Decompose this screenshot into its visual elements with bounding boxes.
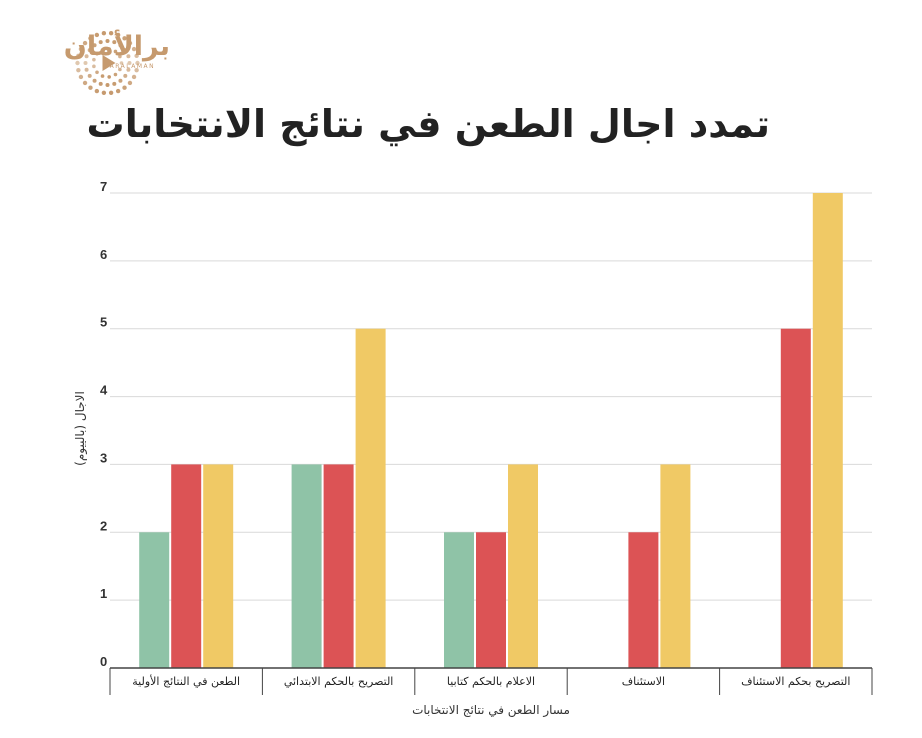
x-axis-title: مسار الطعن في نتائج الانتخابات xyxy=(412,703,570,718)
x-tick-label: التصريح بحكم الاستئناف xyxy=(741,675,850,688)
bar xyxy=(660,464,691,668)
y-tick-label: 5 xyxy=(100,315,107,330)
y-tick-label: 7 xyxy=(100,179,107,194)
logo-mark xyxy=(75,31,140,95)
bar xyxy=(508,464,538,668)
play-icon xyxy=(102,55,116,71)
bar xyxy=(628,532,659,668)
logo-text: براﻷمان xyxy=(63,31,170,62)
y-tick-label: 4 xyxy=(100,383,108,398)
y-tick-label: 6 xyxy=(100,247,107,262)
bar xyxy=(355,328,386,668)
logo-subtext: BARALAMAN xyxy=(104,63,156,70)
bar xyxy=(476,532,506,668)
y-tick-label: 0 xyxy=(100,654,107,669)
chart-title: تمدد اجال الطعن في نتائج الانتخابات xyxy=(86,102,770,146)
x-tick-label: الاستئناف xyxy=(622,675,665,688)
x-tick-label: الاعلام بالحكم كتابيا xyxy=(447,675,535,688)
bar xyxy=(171,464,202,668)
y-axis-title: الاجال (بالييوم) xyxy=(73,391,88,466)
bar xyxy=(203,464,234,668)
bar xyxy=(323,464,354,668)
x-tick-label: التصريح بالحكم الابتدائي xyxy=(284,675,394,688)
bar xyxy=(291,464,322,668)
y-tick-label: 3 xyxy=(100,450,107,465)
bar xyxy=(139,532,170,668)
y-tick-label: 1 xyxy=(100,586,107,601)
bar xyxy=(780,328,811,668)
bar xyxy=(812,193,843,668)
x-tick-label: الطعن في النتائج الأولية xyxy=(132,674,240,688)
bar xyxy=(444,532,474,668)
y-tick-label: 2 xyxy=(100,518,107,533)
